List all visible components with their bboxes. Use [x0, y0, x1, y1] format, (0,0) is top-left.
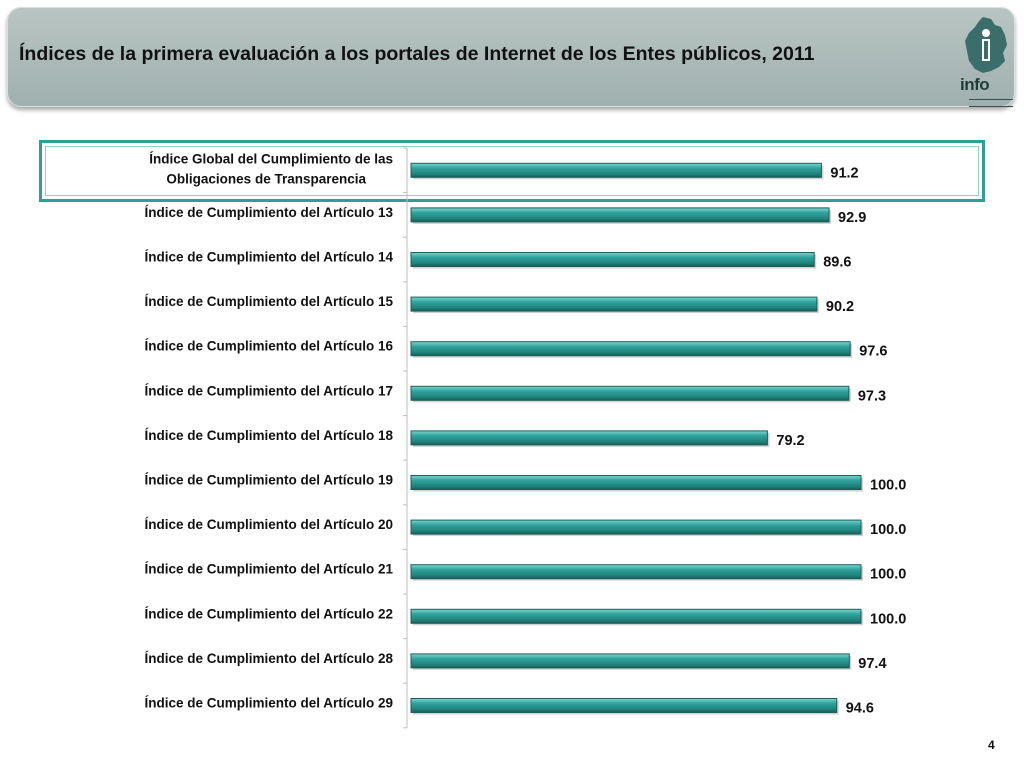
category-label: Índice de Cumplimiento del Artículo 20: [144, 517, 393, 532]
data-label: 97.4: [858, 656, 886, 672]
header-banner: Índices de la primera evaluación a los p…: [7, 7, 1015, 107]
map-person-icon: [965, 17, 1007, 73]
data-label: 100.0: [870, 478, 906, 494]
bar: [410, 252, 815, 267]
category-label: Índice de Cumplimiento del Artículo 28: [144, 651, 393, 666]
data-label: 92.9: [838, 210, 866, 226]
global-index-highlight-inner: [45, 146, 979, 196]
data-label: 89.6: [823, 255, 851, 271]
category-label: Índice de Cumplimiento del Artículo 13: [144, 205, 393, 220]
data-label: 94.6: [846, 701, 874, 717]
bar: [410, 698, 838, 713]
data-label: 90.2: [826, 299, 854, 315]
bar: [410, 341, 851, 357]
bar: [410, 564, 862, 580]
bar: [410, 385, 850, 401]
data-label: 79.2: [776, 433, 804, 449]
data-label: 100.0: [870, 567, 906, 583]
category-label: Índice de Cumplimiento del Artículo 18: [144, 428, 393, 443]
bar: [410, 430, 768, 446]
category-label: Índice de Cumplimiento del Artículo 16: [144, 339, 393, 354]
category-label: Índice de Cumplimiento del Artículo 14: [144, 250, 393, 265]
category-label: Índice de Cumplimiento del Artículo 15: [144, 294, 393, 309]
logo-underline: [969, 99, 1013, 107]
category-label: Índice de Cumplimiento del Artículo 19: [144, 473, 393, 488]
page-number: 4: [988, 738, 995, 752]
bar: [410, 207, 830, 223]
category-label: Índice de Cumplimiento del Artículo 29: [144, 696, 393, 711]
data-label: 100.0: [870, 522, 906, 538]
logo-text: info: [960, 75, 990, 94]
category-label: Índice de Cumplimiento del Artículo 17: [144, 383, 393, 398]
info-logo: info: [955, 15, 1017, 107]
page-title: Índices de la primera evaluación a los p…: [19, 43, 815, 65]
bar: [410, 653, 850, 669]
bar: [410, 296, 818, 312]
category-label: Índice de Cumplimiento del Artículo 22: [144, 606, 393, 621]
bar: [410, 519, 862, 535]
data-label: 100.0: [870, 611, 906, 627]
data-label: 97.3: [858, 388, 886, 404]
category-label: Índice de Cumplimiento del Artículo 21: [144, 562, 393, 577]
bar: [410, 162, 822, 178]
bar: [410, 475, 862, 490]
data-label: 97.6: [859, 344, 887, 360]
category-label: Obligaciones de Transparencia: [166, 171, 366, 186]
category-label: Índice Global del Cumplimiento de las: [149, 151, 393, 166]
bar: [410, 608, 862, 624]
data-label: 91.2: [830, 165, 858, 181]
